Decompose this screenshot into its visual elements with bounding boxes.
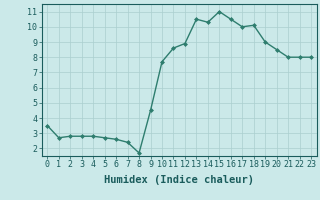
X-axis label: Humidex (Indice chaleur): Humidex (Indice chaleur) (104, 175, 254, 185)
